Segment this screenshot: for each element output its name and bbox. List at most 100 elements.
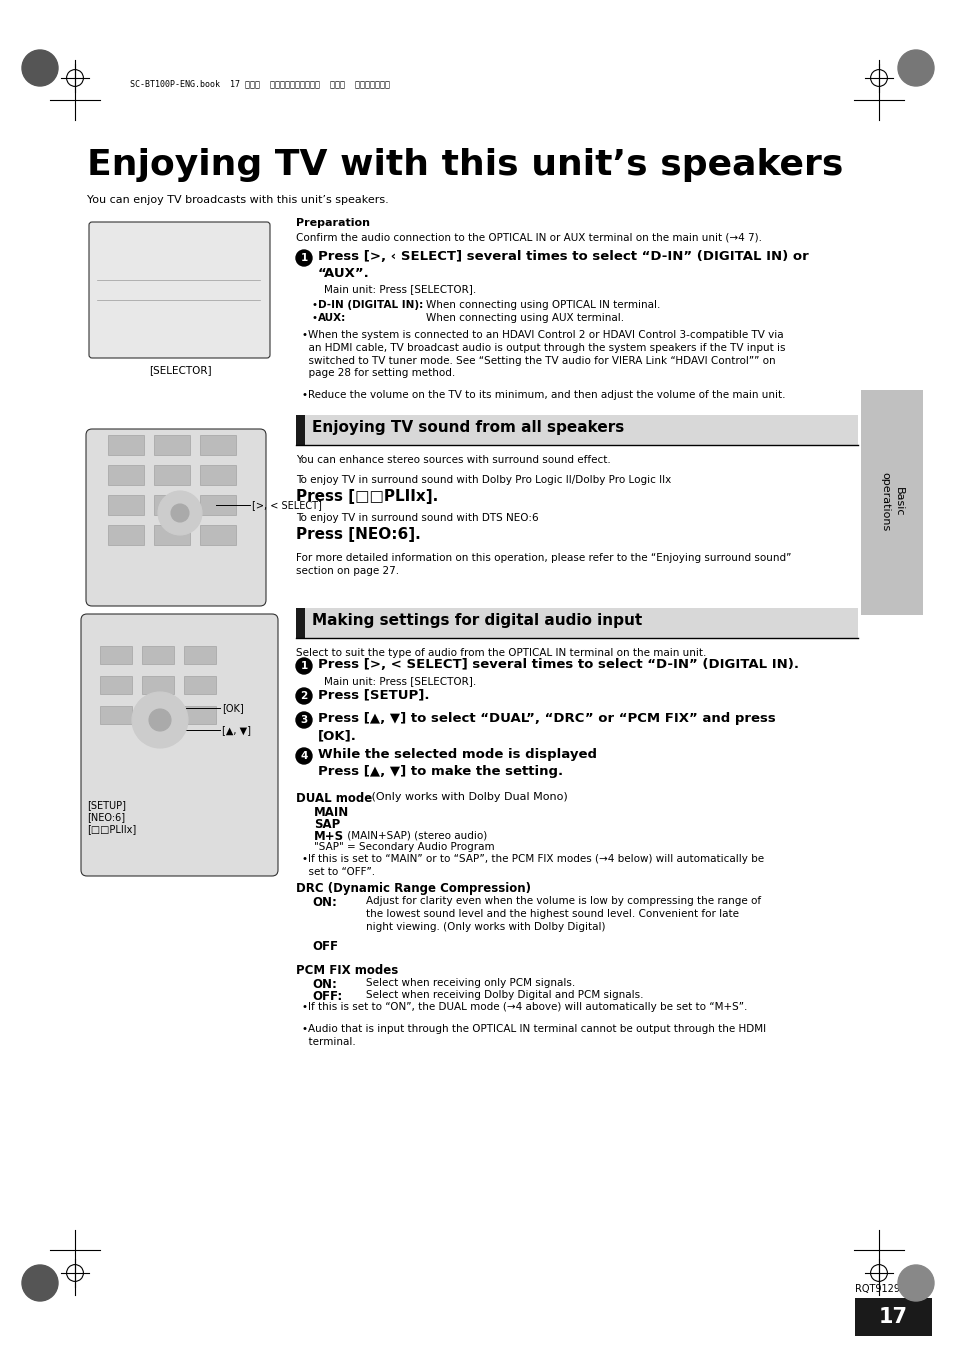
- Text: D-IN (DIGITAL IN):: D-IN (DIGITAL IN):: [317, 300, 423, 309]
- Text: To enjoy TV in surround sound with Dolby Pro Logic II/Dolby Pro Logic IIx: To enjoy TV in surround sound with Dolby…: [295, 476, 671, 485]
- Text: While the selected mode is displayed
Press [▲, ▼] to make the setting.: While the selected mode is displayed Pre…: [317, 748, 597, 778]
- Bar: [854, 1298, 931, 1336]
- Text: M+S: M+S: [314, 830, 344, 843]
- Text: Press [□□PLIIx].: Press [□□PLIIx].: [295, 489, 437, 504]
- Text: Press [NEO:6].: Press [NEO:6].: [295, 527, 420, 542]
- Circle shape: [132, 692, 188, 748]
- FancyBboxPatch shape: [89, 222, 270, 358]
- FancyBboxPatch shape: [86, 430, 266, 607]
- Text: DRC (Dynamic Range Compression): DRC (Dynamic Range Compression): [295, 882, 531, 894]
- Text: Preparation: Preparation: [295, 218, 370, 228]
- Text: [NEO:6]: [NEO:6]: [87, 812, 125, 821]
- Circle shape: [22, 1265, 58, 1301]
- Text: [>, < SELECT]: [>, < SELECT]: [252, 500, 321, 509]
- Bar: [295, 608, 305, 638]
- Text: 3: 3: [300, 715, 307, 725]
- Text: OFF: OFF: [312, 940, 337, 952]
- Text: Press [>, < SELECT] several times to select “D-IN” (DIGITAL IN).: Press [>, < SELECT] several times to sel…: [317, 658, 799, 671]
- Bar: [861, 390, 923, 615]
- Text: MAIN: MAIN: [314, 807, 349, 819]
- Circle shape: [897, 1265, 933, 1301]
- Text: Main unit: Press [SELECTOR].: Main unit: Press [SELECTOR].: [324, 284, 476, 295]
- Text: [▲, ▼]: [▲, ▼]: [222, 725, 251, 735]
- Bar: [200, 494, 235, 515]
- Bar: [200, 526, 235, 544]
- Bar: [142, 676, 173, 694]
- Bar: [153, 494, 190, 515]
- Circle shape: [295, 712, 312, 728]
- Circle shape: [295, 748, 312, 765]
- Text: SC-BT100P-ENG.book  17 ページ  ２００８年２月２０日  木曜日  午後６時２２分: SC-BT100P-ENG.book 17 ページ ２００８年２月２０日 木曜日…: [130, 80, 390, 89]
- Text: Press [▲, ▼] to select “DUAL”, “DRC” or “PCM FIX” and press
[OK].: Press [▲, ▼] to select “DUAL”, “DRC” or …: [317, 712, 775, 742]
- Bar: [100, 646, 132, 663]
- Text: [□□PLIIx]: [□□PLIIx]: [87, 824, 136, 834]
- Text: PCM FIX modes: PCM FIX modes: [295, 965, 397, 977]
- Text: [SELECTOR]: [SELECTOR]: [149, 365, 212, 376]
- Text: For more detailed information on this operation, please refer to the “Enjoying s: For more detailed information on this op…: [295, 553, 791, 576]
- Bar: [153, 465, 190, 485]
- Text: 4: 4: [300, 751, 308, 761]
- Bar: [153, 435, 190, 455]
- FancyBboxPatch shape: [81, 613, 277, 875]
- Circle shape: [158, 490, 202, 535]
- Text: (Only works with Dolby Dual Mono): (Only works with Dolby Dual Mono): [368, 792, 567, 802]
- Text: •Reduce the volume on the TV to its minimum, and then adjust the volume of the m: •Reduce the volume on the TV to its mini…: [302, 390, 784, 400]
- Bar: [184, 707, 215, 724]
- Bar: [200, 465, 235, 485]
- Text: Select when receiving Dolby Digital and PCM signals.: Select when receiving Dolby Digital and …: [366, 990, 643, 1000]
- Bar: [184, 676, 215, 694]
- Text: Main unit: Press [SELECTOR].: Main unit: Press [SELECTOR].: [324, 676, 476, 686]
- Bar: [295, 415, 857, 444]
- Bar: [108, 526, 144, 544]
- Text: SAP: SAP: [314, 817, 340, 831]
- Text: •When the system is connected to an HDAVI Control 2 or HDAVI Control 3-compatibl: •When the system is connected to an HDAV…: [302, 330, 784, 378]
- Circle shape: [295, 250, 312, 266]
- Bar: [108, 435, 144, 455]
- Circle shape: [171, 504, 189, 521]
- Text: Enjoying TV with this unit’s speakers: Enjoying TV with this unit’s speakers: [87, 149, 842, 182]
- Text: •If this is set to “MAIN” or to “SAP”, the PCM FIX modes (→4 below) will automat: •If this is set to “MAIN” or to “SAP”, t…: [302, 854, 763, 877]
- Text: When connecting using OPTICAL IN terminal.: When connecting using OPTICAL IN termina…: [426, 300, 659, 309]
- Text: Press [SETUP].: Press [SETUP].: [317, 688, 429, 701]
- Text: 17: 17: [878, 1306, 907, 1327]
- Bar: [295, 415, 305, 444]
- Text: •: •: [312, 313, 317, 323]
- Text: •If this is set to “ON”, the DUAL mode (→4 above) will automatically be set to “: •If this is set to “ON”, the DUAL mode (…: [302, 1002, 746, 1012]
- Text: AUX:: AUX:: [317, 313, 346, 323]
- Circle shape: [897, 50, 933, 86]
- Text: [SETUP]: [SETUP]: [87, 800, 126, 811]
- Text: (MAIN+SAP) (stereo audio): (MAIN+SAP) (stereo audio): [344, 830, 487, 840]
- Bar: [108, 494, 144, 515]
- Text: ON:: ON:: [312, 978, 336, 992]
- Circle shape: [149, 709, 171, 731]
- Text: Basic
operations: Basic operations: [879, 473, 903, 532]
- Bar: [153, 526, 190, 544]
- Bar: [100, 676, 132, 694]
- Text: Select to suit the type of audio from the OPTICAL IN terminal on the main unit.: Select to suit the type of audio from th…: [295, 648, 705, 658]
- Circle shape: [295, 658, 312, 674]
- Text: "SAP" = Secondary Audio Program: "SAP" = Secondary Audio Program: [314, 842, 494, 852]
- Circle shape: [22, 50, 58, 86]
- Bar: [108, 465, 144, 485]
- Bar: [142, 646, 173, 663]
- Bar: [184, 646, 215, 663]
- Bar: [100, 707, 132, 724]
- Text: Select when receiving only PCM signals.: Select when receiving only PCM signals.: [366, 978, 575, 988]
- Text: •Audio that is input through the OPTICAL IN terminal cannot be output through th: •Audio that is input through the OPTICAL…: [302, 1024, 765, 1047]
- Text: Press [>, ‹ SELECT] several times to select “D-IN” (DIGITAL IN) or
“AUX”.: Press [>, ‹ SELECT] several times to sel…: [317, 250, 808, 280]
- Text: You can enjoy TV broadcasts with this unit’s speakers.: You can enjoy TV broadcasts with this un…: [87, 195, 388, 205]
- Bar: [200, 435, 235, 455]
- Text: RQT9129: RQT9129: [854, 1283, 899, 1294]
- Bar: [142, 707, 173, 724]
- Bar: [295, 608, 857, 638]
- Text: Making settings for digital audio input: Making settings for digital audio input: [312, 613, 641, 628]
- Text: 1: 1: [300, 253, 307, 263]
- Text: 1: 1: [300, 661, 307, 671]
- Text: Confirm the audio connection to the OPTICAL IN or AUX terminal on the main unit : Confirm the audio connection to the OPTI…: [295, 232, 761, 242]
- Text: To enjoy TV in surround sound with DTS NEO:6: To enjoy TV in surround sound with DTS N…: [295, 513, 538, 523]
- Text: 2: 2: [300, 690, 307, 701]
- Text: Adjust for clarity even when the volume is low by compressing the range of
the l: Adjust for clarity even when the volume …: [366, 896, 760, 932]
- Text: OFF:: OFF:: [312, 990, 342, 1002]
- Text: Enjoying TV sound from all speakers: Enjoying TV sound from all speakers: [312, 420, 623, 435]
- Text: [OK]: [OK]: [222, 703, 244, 713]
